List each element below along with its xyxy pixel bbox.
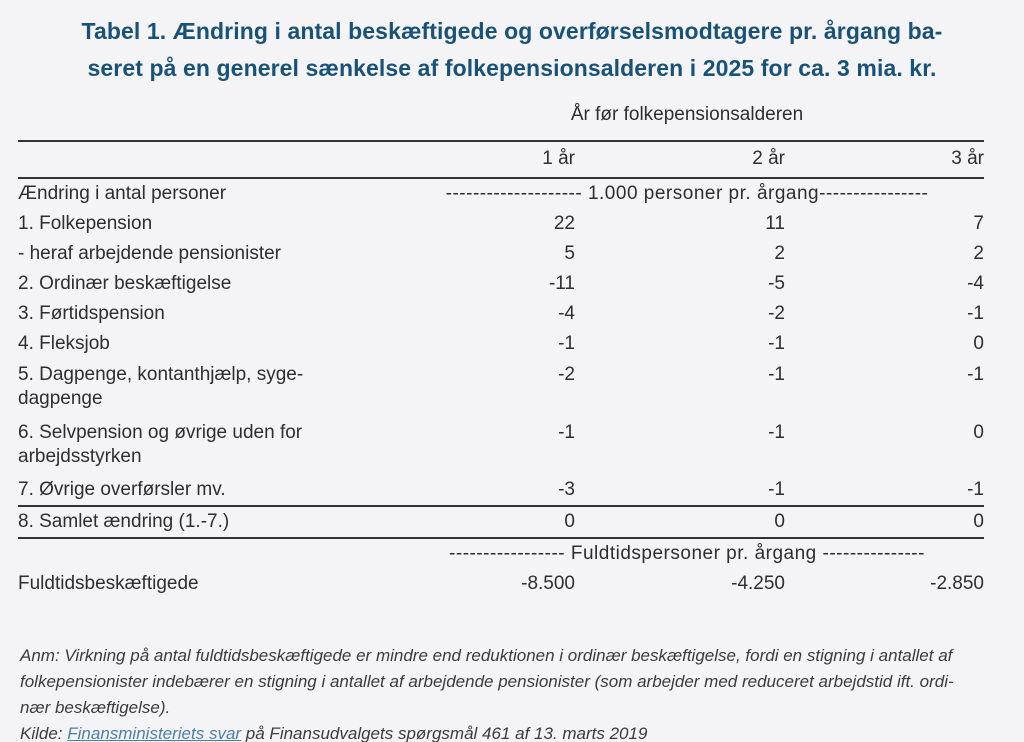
data-table: 1 år 2 år 3 år Ændring i antal personer …: [18, 140, 984, 599]
row-value: 11: [765, 213, 785, 234]
table-row-total: 8. Samlet ændring (1.-7.) 0 0 0: [18, 506, 984, 539]
row-value: -2.850: [930, 573, 984, 594]
row-label: Fuldtidsbeskæftigede: [18, 573, 199, 594]
kilde-suffix: på Finansudvalgets spørgsmål 461 af 13. …: [241, 724, 648, 742]
column-header-row: 1 år 2 år 3 år: [18, 140, 984, 179]
table-title: Tabel 1. Ændring i antal beskæftigede og…: [0, 0, 1024, 87]
table-row-fulltime: Fuldtidsbeskæftigede -8.500 -4.250 -2.85…: [18, 569, 984, 599]
note-anm: Anm: Virkning på antal fuldtidsbeskæftig…: [20, 646, 954, 717]
row-label: 7. Øvrige overførsler mv.: [18, 475, 390, 507]
column-header-2yr: 2 år: [575, 140, 785, 179]
fulltime-spanner-empty: [18, 538, 390, 569]
row-value: 0: [575, 506, 785, 539]
row-value: 0: [973, 333, 984, 354]
row-value: -1: [575, 475, 785, 507]
table-title-line-2: seret på en generel sænkelse af folkepen…: [87, 55, 937, 81]
row-value: 22: [553, 213, 575, 234]
kilde-prefix: Kilde:: [20, 724, 68, 742]
row-value: -4: [558, 303, 575, 324]
column-header-3yr: 3 år: [785, 140, 984, 179]
row-value: -1: [558, 422, 575, 443]
row-value: 5: [564, 243, 575, 264]
row-value: -4: [967, 273, 984, 294]
row-value: 2: [973, 243, 984, 264]
table-row: 5. Dagpenge, kontanthjælp, syge- dagpeng…: [18, 359, 984, 417]
row-label: 3. Førtidspension: [18, 303, 165, 324]
footnotes: Anm: Virkning på antal fuldtidsbeskæftig…: [20, 643, 1004, 742]
row-value: 2: [774, 243, 785, 264]
row-value: -2: [558, 364, 575, 385]
table-row: - heraf arbejdende pensionister 5 2 2: [18, 239, 984, 269]
row-label: 2. Ordinær beskæftigelse: [18, 273, 232, 294]
column-header-empty: [18, 140, 390, 179]
row-value: -4.250: [731, 573, 785, 594]
row-value: 0: [785, 506, 984, 539]
source-link[interactable]: Finansministeriets svar: [67, 724, 242, 742]
table-row: 4. Fleksjob -1 -1 0: [18, 329, 984, 359]
row-value: -11: [548, 273, 575, 294]
fulltime-spanner: ----------------- Fuldtidspersoner pr. å…: [449, 543, 925, 564]
table-title-line-1: Tabel 1. Ændring i antal beskæftigede og…: [81, 18, 943, 44]
row-label: 6. Selvpension og øvrige uden for arbejd…: [18, 422, 303, 467]
row-label: 8. Samlet ændring (1.-7.): [18, 506, 390, 539]
row-value: -1: [785, 475, 984, 507]
column-group-header: År før folkepensionsalderen: [570, 104, 804, 125]
row-value: -1: [768, 422, 785, 443]
note-kilde: Kilde: Finansministeriets svar på Finans…: [20, 721, 1004, 742]
row-label: - heraf arbejdende pensionister: [18, 243, 282, 264]
table-row: 2. Ordinær beskæftigelse -11 -5 -4: [18, 269, 984, 299]
row-value: -1: [768, 364, 785, 385]
row-value: -2: [768, 303, 785, 324]
row-label: 4. Fleksjob: [18, 333, 110, 354]
table-row: 6. Selvpension og øvrige uden for arbejd…: [18, 417, 984, 475]
row-value: -5: [768, 273, 785, 294]
row-value: 0: [390, 506, 575, 539]
row-label: 1. Folkepension: [18, 213, 153, 234]
table-row: 1. Folkepension 22 11 7: [18, 209, 984, 239]
table-row: 3. Førtidspension -4 -2 -1: [18, 299, 984, 329]
row-value: 0: [973, 422, 984, 443]
row-value: 7: [973, 213, 984, 234]
row-value: -1: [967, 303, 984, 324]
row-value: -1: [967, 364, 984, 385]
row-value: -8.500: [521, 573, 575, 594]
column-header-1yr: 1 år: [390, 140, 575, 179]
unit-row-spanner: -------------------- 1.000 personer pr. …: [445, 183, 929, 204]
row-value: -1: [768, 333, 785, 354]
unit-row: Ændring i antal personer ---------------…: [18, 178, 984, 209]
table-row: 7. Øvrige overførsler mv. -3 -1 -1: [18, 475, 984, 507]
row-label: 5. Dagpenge, kontanthjælp, syge- dagpeng…: [18, 364, 304, 409]
unit-row-label: Ændring i antal personer: [18, 183, 227, 204]
row-value: -3: [390, 475, 575, 507]
row-value: -1: [558, 333, 575, 354]
fulltime-spanner-row: ----------------- Fuldtidspersoner pr. å…: [18, 538, 984, 569]
